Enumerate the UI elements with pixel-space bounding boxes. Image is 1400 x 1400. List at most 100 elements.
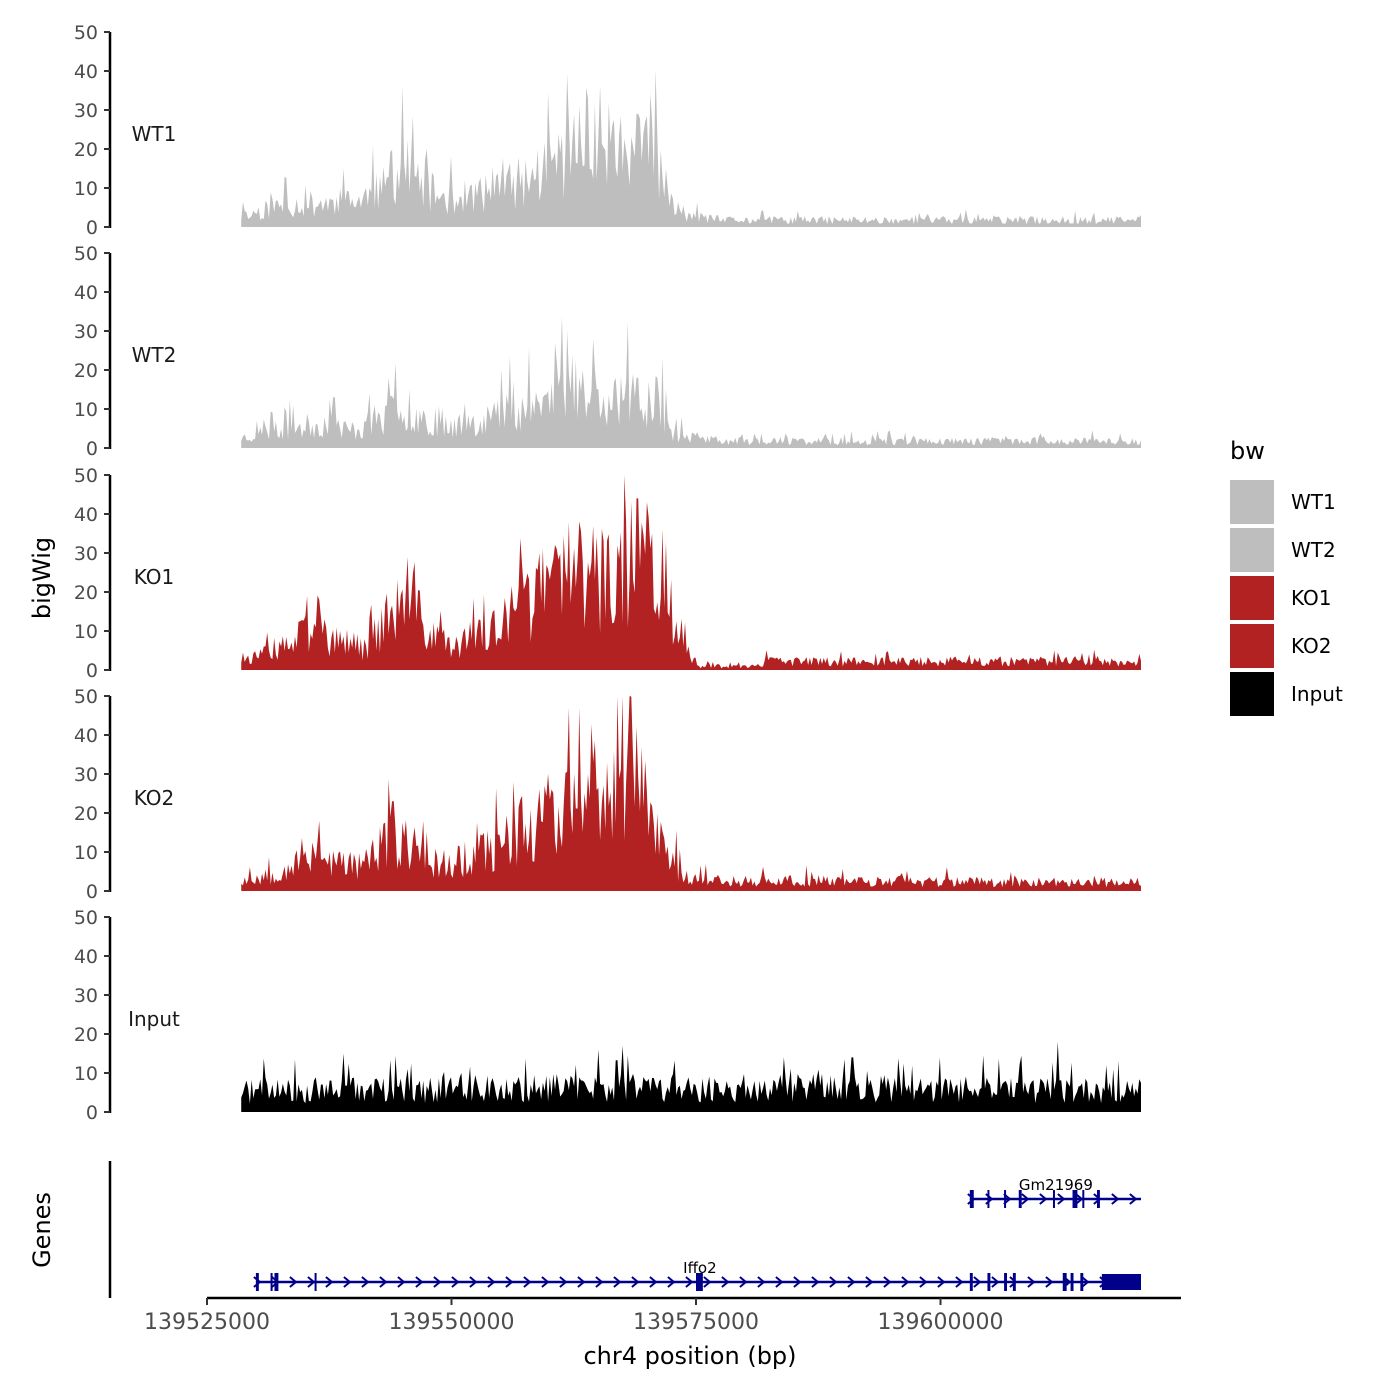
gene-exon [1062,1273,1067,1291]
gene-exon [270,1273,273,1291]
strand-arrow-icon [1021,1193,1030,1205]
strand-arrow-icon [1027,1276,1036,1288]
strand-arrow-icon [1075,1193,1084,1205]
strand-arrow-icon [865,1276,874,1288]
y-tick-label: 10 [74,1063,98,1085]
gene-iffo2: Iffo2 [253,1259,1141,1291]
gene-exon [255,1273,259,1291]
strand-arrow-icon [1111,1193,1120,1205]
gene-label: Gm21969 [1019,1176,1093,1194]
x-axis: 139525000 139550000 139575000 139600000 [144,1296,1181,1335]
legend-key-wt1 [1230,480,1274,524]
strand-arrow-icon [1045,1276,1054,1288]
y-tick-label: 10 [74,621,98,643]
strand-arrow-icon [397,1276,406,1288]
strand-arrow-icon [559,1276,568,1288]
coverage-area-ko1 [241,475,1141,670]
y-tick-label: 30 [74,985,98,1007]
gene-exon [1004,1190,1007,1208]
genes-panel: Gm21969 Iffo2 [108,1161,1141,1298]
strand-arrow-icon [991,1276,1000,1288]
gene-exon [1096,1190,1100,1208]
panel-wt1: 0 10 20 30 40 50 WT1 [74,22,1141,239]
y-tick-label: 10 [74,842,98,864]
strand-arrow-icon [757,1276,766,1288]
strand-arrow-icon [703,1276,712,1288]
panel-label: WT1 [132,122,177,146]
strand-arrow-icon [649,1276,658,1288]
panel-label: Input [128,1007,180,1031]
strand-arrow-icon [901,1276,910,1288]
strand-arrow-icon [955,1276,964,1288]
legend-label-wt2: WT2 [1291,538,1336,562]
gene-exon [987,1273,991,1291]
y-tick-label: 40 [74,946,98,968]
x-tick-label: 139550000 [389,1310,515,1335]
gene-exon [969,1190,974,1208]
strand-arrow-icon [1057,1193,1066,1205]
legend-label-input: Input [1291,682,1343,706]
y-tick-label: 0 [86,881,98,903]
gene-exon [1052,1190,1055,1208]
coverage-area-wt1 [241,69,1141,227]
strand-arrow-icon [829,1276,838,1288]
panel-input: 0 10 20 30 40 50 Input [74,907,1141,1124]
gene-exon [1101,1274,1141,1290]
legend-label-wt1: WT1 [1291,490,1336,514]
strand-arrow-icon [631,1276,640,1288]
gene-exon [1012,1273,1016,1291]
strand-arrow-icon [523,1276,532,1288]
gene-exon [274,1273,279,1291]
strand-arrow-icon [361,1276,370,1288]
y-tick-label: 20 [74,1024,98,1046]
strand-arrow-icon [289,1276,298,1288]
gene-exon [1082,1190,1085,1208]
strand-arrow-icon [919,1276,928,1288]
y-axis-title: bigWig [28,537,56,619]
y-tick-label: 0 [86,438,98,460]
x-tick-label: 139525000 [144,1310,270,1335]
y-tick-label: 50 [74,686,98,708]
y-tick-label: 30 [74,100,98,122]
gene-exon [314,1273,317,1291]
coverage-area-wt2 [241,316,1141,448]
y-tick-label: 10 [74,399,98,421]
strand-arrow-icon [577,1276,586,1288]
strand-arrow-icon [739,1276,748,1288]
y-tick-label: 10 [74,178,98,200]
strand-arrow-icon [613,1276,622,1288]
strand-arrow-icon [415,1276,424,1288]
panel-wt2: 0 10 20 30 40 50 WT2 [74,243,1141,460]
gene-exon [987,1190,990,1208]
y-tick-label: 40 [74,61,98,83]
x-tick-label: 139575000 [633,1310,759,1335]
gene-label: Iffo2 [683,1259,716,1277]
panel-label: WT2 [132,343,177,367]
panel-ko1: 0 10 20 30 40 50 KO1 [74,465,1141,682]
gene-exon [969,1273,973,1291]
legend-key-wt2 [1230,528,1274,572]
gene-gm21969: Gm21969 [967,1176,1141,1208]
strand-arrow-icon [775,1276,784,1288]
strand-arrow-icon [505,1276,514,1288]
strand-arrow-icon [379,1276,388,1288]
y-tick-label: 0 [86,1102,98,1124]
strand-arrow-icon [1039,1193,1048,1205]
y-tick-label: 30 [74,764,98,786]
legend-key-input [1230,672,1274,716]
genes-axis-title: Genes [28,1192,56,1268]
gene-exon [1004,1273,1008,1291]
y-tick-label: 40 [74,504,98,526]
coverage-area-ko2 [241,696,1141,891]
strand-arrow-icon [541,1276,550,1288]
gene-exon [1018,1190,1022,1208]
strand-arrow-icon [343,1276,352,1288]
strand-arrow-icon [595,1276,604,1288]
y-tick-label: 20 [74,582,98,604]
strand-arrow-icon [451,1276,460,1288]
y-tick-label: 50 [74,22,98,44]
x-axis-title: chr4 position (bp) [583,1342,796,1370]
strand-arrow-icon [937,1276,946,1288]
strand-arrow-icon [811,1276,820,1288]
